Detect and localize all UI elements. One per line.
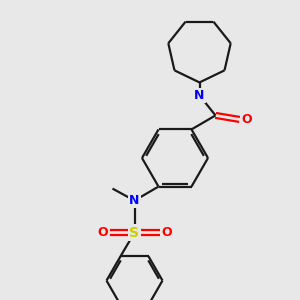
Text: N: N [194, 89, 205, 102]
Text: S: S [130, 226, 140, 240]
Text: N: N [129, 194, 140, 207]
Text: O: O [161, 226, 172, 239]
Text: O: O [97, 226, 108, 239]
Text: O: O [241, 113, 252, 126]
